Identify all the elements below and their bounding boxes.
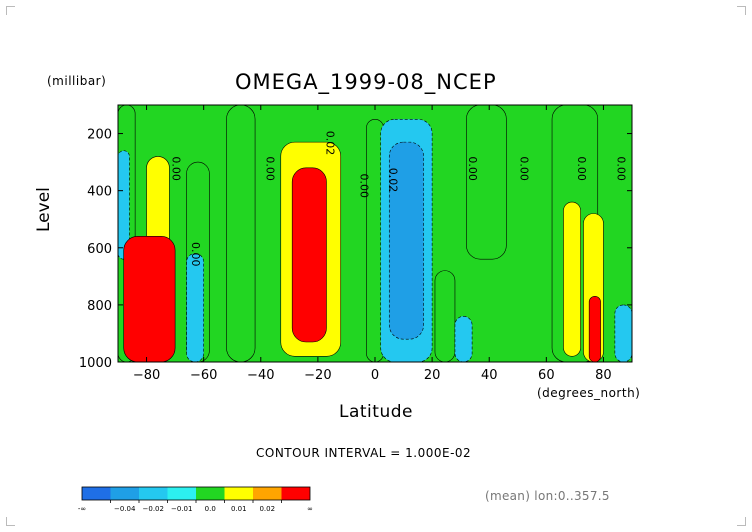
y-tick-label: 1000 (79, 356, 112, 371)
x-tick-label: −60 (190, 368, 217, 383)
colorbar-label: ∞ (307, 505, 313, 513)
colorbar-swatch (196, 487, 225, 500)
corner-mark (6, 6, 15, 15)
contour-region (118, 150, 130, 260)
y-tick-label: 200 (87, 128, 112, 143)
x-tick-label: 80 (595, 368, 612, 383)
colorbar-label: 0.0 (205, 505, 216, 513)
colorbar-swatch (110, 487, 139, 500)
chart-title: OMEGA_1999-08_NCEP (235, 70, 497, 94)
contour-value-label: 0.00 (518, 156, 531, 181)
colorbar-label: 0.01 (231, 505, 247, 513)
colorbar-label: 0.02 (259, 505, 275, 513)
contour-value-label: 0.00 (263, 156, 276, 181)
contour-region (563, 201, 581, 357)
x-units-label: (degrees_north) (537, 386, 641, 400)
contour-region (388, 141, 424, 340)
x-tick-label: 20 (424, 368, 441, 383)
colorbar-label: −0.04 (114, 505, 136, 513)
colorbar-swatch (82, 487, 111, 500)
colorbar-label: −0.02 (143, 505, 164, 513)
colorbar-label: −0.01 (171, 505, 192, 513)
y-tick-label: 800 (87, 299, 112, 314)
colorbar-swatch (281, 487, 310, 500)
contour-value-label: 0.00 (169, 156, 182, 181)
contour-value-label: 0.00 (466, 156, 479, 181)
contour-value-label: 0.02 (323, 131, 336, 156)
y-tick-label: 400 (87, 185, 112, 200)
colorbar-label: -∞ (78, 505, 86, 513)
y-tick-label: 600 (87, 242, 112, 257)
x-tick-label: 0 (371, 368, 379, 383)
units-label: (millibar) (47, 74, 107, 88)
contour-region (454, 316, 473, 362)
contour-region (588, 296, 601, 362)
colorbar-swatch (224, 487, 253, 500)
x-tick-label: 60 (538, 368, 555, 383)
contour-region (123, 236, 176, 362)
corner-mark (737, 517, 746, 526)
corner-mark (737, 6, 746, 15)
contour-region (291, 167, 327, 343)
x-axis-label: Latitude (339, 402, 413, 422)
x-tick-label: −20 (304, 368, 331, 383)
x-tick-label: −40 (247, 368, 274, 383)
contour-value-label: 0.00 (615, 156, 628, 181)
colorbar-swatch (139, 487, 168, 500)
contour-region (186, 253, 204, 362)
contour-region (614, 304, 632, 362)
contour-value-label: 0.00 (189, 242, 202, 266)
contour-interval-label: CONTOUR INTERVAL = 1.000E-02 (256, 446, 472, 460)
corner-mark (6, 517, 15, 526)
x-tick-label: −80 (133, 368, 160, 383)
colorbar-swatch (167, 487, 196, 500)
contour-value-label: 0.00 (575, 156, 588, 181)
x-tick-label: 40 (481, 368, 498, 383)
mean-note: (mean) lon:0..357.5 (485, 489, 610, 503)
colorbar-swatch (253, 487, 282, 500)
contour-value-label: 0.00 (358, 174, 371, 199)
contour-region (434, 270, 456, 362)
contour-value-label: 0.02 (386, 168, 399, 193)
contour-region (466, 105, 507, 260)
colorbar-frame (81, 486, 311, 501)
contour-region (226, 105, 256, 362)
